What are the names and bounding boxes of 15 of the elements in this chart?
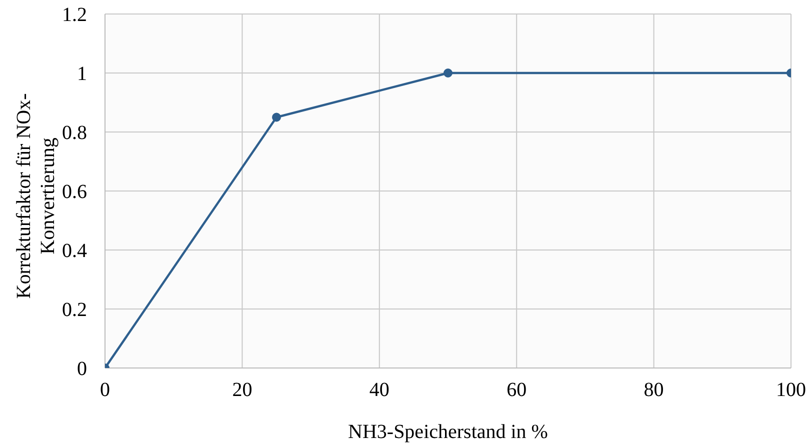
y-axis-title: Korrekturfaktor für NOx- Konvertierung: [13, 93, 59, 299]
x-tick-label: 20: [232, 379, 252, 402]
x-tick-label: 80: [644, 379, 664, 402]
y-tick-label: 0: [77, 358, 87, 380]
x-tick-label: 60: [506, 379, 527, 402]
x-tick-label: 0: [100, 379, 110, 402]
x-axis-title: NH3-Speicherstand in %: [348, 421, 548, 443]
y-tick-label: 1.2: [62, 4, 87, 26]
y-tick-label: 0.8: [62, 122, 87, 144]
x-tick-label: 100: [776, 379, 806, 402]
x-tick-label: 40: [369, 379, 390, 402]
y-tick-label: 0.2: [62, 299, 87, 322]
y-tick-label: 1: [77, 63, 87, 86]
y-tick-label: 0.6: [62, 181, 87, 204]
y-tick-label: 0.4: [62, 240, 87, 262]
